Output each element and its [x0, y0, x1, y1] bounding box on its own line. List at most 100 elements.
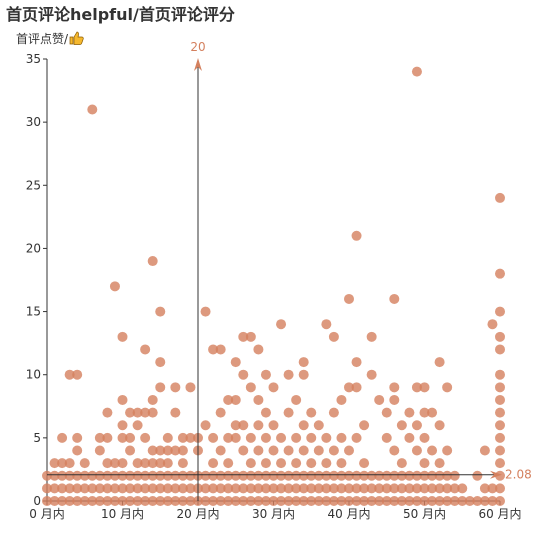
- data-point: [147, 458, 158, 469]
- data-point: [117, 394, 128, 405]
- data-point: [155, 382, 166, 393]
- data-point: [495, 496, 505, 506]
- data-point: [495, 483, 505, 494]
- data-point: [434, 420, 445, 431]
- data-point: [177, 496, 188, 506]
- data-point: [147, 394, 158, 405]
- y-tick-label: 0: [33, 494, 41, 508]
- data-point: [79, 483, 90, 494]
- data-point: [117, 496, 128, 506]
- data-point: [94, 445, 105, 456]
- data-point: [336, 458, 347, 469]
- data-point: [245, 496, 256, 506]
- data-point: [132, 407, 143, 418]
- data-point: [177, 483, 188, 494]
- data-point: [381, 470, 392, 481]
- data-point: [64, 496, 75, 506]
- data-point: [298, 357, 309, 368]
- data-point: [366, 496, 377, 506]
- data-point: [472, 496, 483, 506]
- data-point: [238, 369, 249, 380]
- data-point: [177, 445, 188, 456]
- data-point: [389, 470, 400, 481]
- data-point: [344, 483, 354, 494]
- data-point: [276, 496, 287, 506]
- data-point: [291, 458, 302, 469]
- data-point: [268, 420, 279, 431]
- data-point: [42, 483, 52, 494]
- data-point: [208, 458, 219, 469]
- data-point: [449, 470, 460, 481]
- y-tick-label: 10: [26, 368, 41, 382]
- data-point: [230, 432, 241, 443]
- data-point: [411, 445, 422, 456]
- data-point: [268, 483, 279, 494]
- data-point: [109, 496, 120, 506]
- data-point: [238, 496, 249, 506]
- data-point: [177, 458, 188, 469]
- data-point: [336, 470, 347, 481]
- data-point: [283, 407, 294, 418]
- data-point: [155, 357, 166, 368]
- data-point: [419, 432, 430, 443]
- data-point: [253, 394, 264, 405]
- x-mark-arrow: [194, 58, 202, 71]
- data-point: [185, 382, 196, 393]
- data-point: [140, 458, 151, 469]
- data-point: [230, 483, 241, 494]
- data-point: [253, 420, 264, 431]
- data-point: [109, 470, 120, 481]
- data-point: [427, 496, 438, 506]
- data-point: [208, 344, 219, 355]
- data-point: [140, 496, 151, 506]
- data-point: [215, 407, 226, 418]
- data-point: [132, 470, 143, 481]
- data-point: [495, 369, 505, 380]
- data-point: [396, 483, 407, 494]
- data-point: [374, 394, 385, 405]
- data-point: [147, 445, 158, 456]
- data-point: [351, 382, 362, 393]
- data-point: [117, 432, 128, 443]
- data-point: [411, 496, 422, 506]
- data-point: [487, 319, 498, 330]
- data-point: [57, 470, 68, 481]
- data-point: [125, 496, 136, 506]
- data-point: [495, 192, 505, 203]
- x-tick-label: 10 月内: [101, 507, 144, 521]
- data-point: [344, 382, 354, 393]
- data-point: [125, 407, 136, 418]
- data-point: [359, 496, 370, 506]
- x-mark-label: 20: [190, 40, 205, 54]
- data-point: [336, 394, 347, 405]
- data-point: [94, 496, 105, 506]
- data-point: [351, 496, 362, 506]
- data-point: [306, 470, 317, 481]
- data-point: [434, 458, 445, 469]
- data-point: [328, 407, 339, 418]
- data-point: [351, 432, 362, 443]
- axes: 0 5 10 15 20 25 30 35 0 月内 10 月内 20 月内 30 月内 40 月内 50…: [26, 52, 522, 521]
- data-point: [94, 483, 105, 494]
- data-point: [185, 483, 196, 494]
- data-point: [442, 483, 453, 494]
- data-point: [102, 483, 113, 494]
- data-point: [283, 483, 294, 494]
- data-point: [64, 458, 75, 469]
- data-point: [291, 432, 302, 443]
- data-point: [162, 458, 173, 469]
- data-point: [200, 306, 211, 317]
- data-point: [495, 432, 505, 443]
- data-point: [313, 445, 324, 456]
- data-point: [245, 458, 256, 469]
- y-axis-label: 首评点赞/: [16, 32, 69, 46]
- data-point: [268, 470, 279, 481]
- data-point: [298, 483, 309, 494]
- data-point: [253, 483, 264, 494]
- x-tick-label: 20 月内: [176, 507, 219, 521]
- data-point: [321, 319, 332, 330]
- data-point: [260, 496, 271, 506]
- data-point: [125, 470, 136, 481]
- data-point: [185, 496, 196, 506]
- data-point: [117, 470, 128, 481]
